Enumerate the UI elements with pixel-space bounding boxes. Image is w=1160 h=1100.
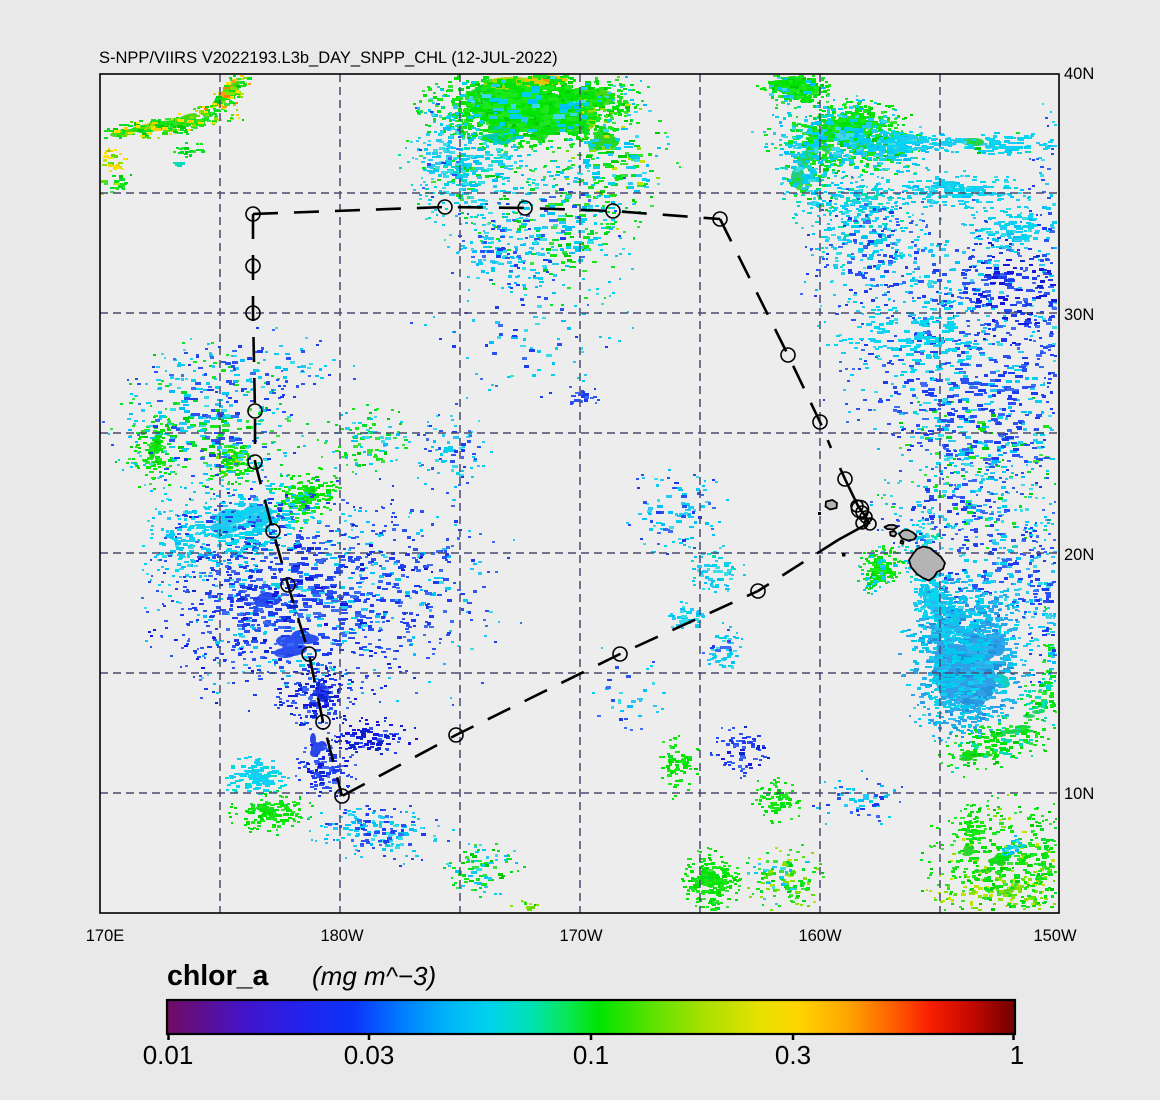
- svg-text:160W: 160W: [798, 927, 842, 945]
- svg-text:180W: 180W: [320, 927, 364, 945]
- svg-text:(mg m^−3): (mg m^−3): [312, 961, 436, 991]
- svg-text:150W: 150W: [1033, 927, 1077, 945]
- svg-text:0.1: 0.1: [573, 1040, 609, 1070]
- svg-text:S-NPP/VIIRS V2022193.L3b_DAY_S: S-NPP/VIIRS V2022193.L3b_DAY_SNPP_CHL (1…: [99, 49, 558, 67]
- svg-text:10N: 10N: [1064, 785, 1094, 803]
- svg-text:30N: 30N: [1064, 306, 1094, 324]
- svg-text:0.01: 0.01: [143, 1040, 194, 1070]
- svg-text:0.3: 0.3: [775, 1040, 811, 1070]
- svg-text:1: 1: [1010, 1040, 1024, 1070]
- svg-text:20N: 20N: [1064, 546, 1094, 564]
- svg-text:chlor_a: chlor_a: [167, 960, 270, 992]
- svg-text:40N: 40N: [1064, 65, 1094, 83]
- svg-text:170E: 170E: [86, 927, 125, 945]
- svg-text:170W: 170W: [559, 927, 603, 945]
- svg-text:0.03: 0.03: [344, 1040, 395, 1070]
